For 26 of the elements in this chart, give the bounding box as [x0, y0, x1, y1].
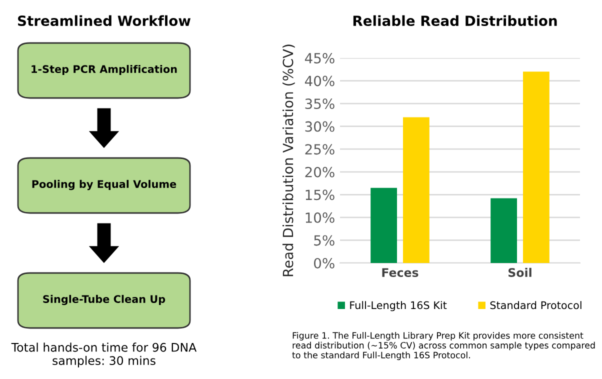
y-tick-label: 30%	[305, 121, 334, 132]
legend-label: Standard Protocol	[490, 301, 582, 310]
bar	[523, 72, 550, 263]
y-axis-title: Read Distribution Variation (%CV)	[282, 44, 295, 276]
x-tick-label: Feces	[382, 268, 418, 277]
y-tick-label: 10%	[306, 212, 334, 223]
y-tick-label: 5%	[314, 235, 334, 246]
y-tick-label: 35%	[305, 98, 334, 110]
text: Total hands-on time for 96 DNA samples: 30 mins	[11, 342, 197, 368]
x-tick-label: Soil	[508, 268, 532, 277]
y-tick-label: 25%	[305, 144, 334, 155]
text: Single-Tube Clean Up	[43, 294, 166, 306]
y-tick-label: 20%	[305, 166, 334, 178]
text: Pooling by Equal Volume	[32, 180, 176, 190]
text: 1-Step PCR Amplification	[32, 64, 177, 76]
text: Streamlined Workflow	[18, 15, 191, 26]
y-tick-label: 45%	[304, 52, 334, 64]
bar	[403, 117, 430, 263]
caption: Figure 1. The Full-Length Library Prep Kit provides more consistent read distribution (~15% CV) across common sample types compared to the standard Full-Length 16S Protocol.	[292, 332, 595, 360]
legend-label: Full-Length 16S Kit	[350, 301, 447, 312]
bar	[370, 188, 397, 263]
y-tick-label: 0%	[314, 258, 334, 268]
y-tick-label: 40%	[304, 76, 334, 86]
bar	[490, 198, 517, 263]
chart-title: Reliable Read Distribution	[353, 15, 557, 26]
y-tick-label: 15%	[306, 190, 334, 200]
